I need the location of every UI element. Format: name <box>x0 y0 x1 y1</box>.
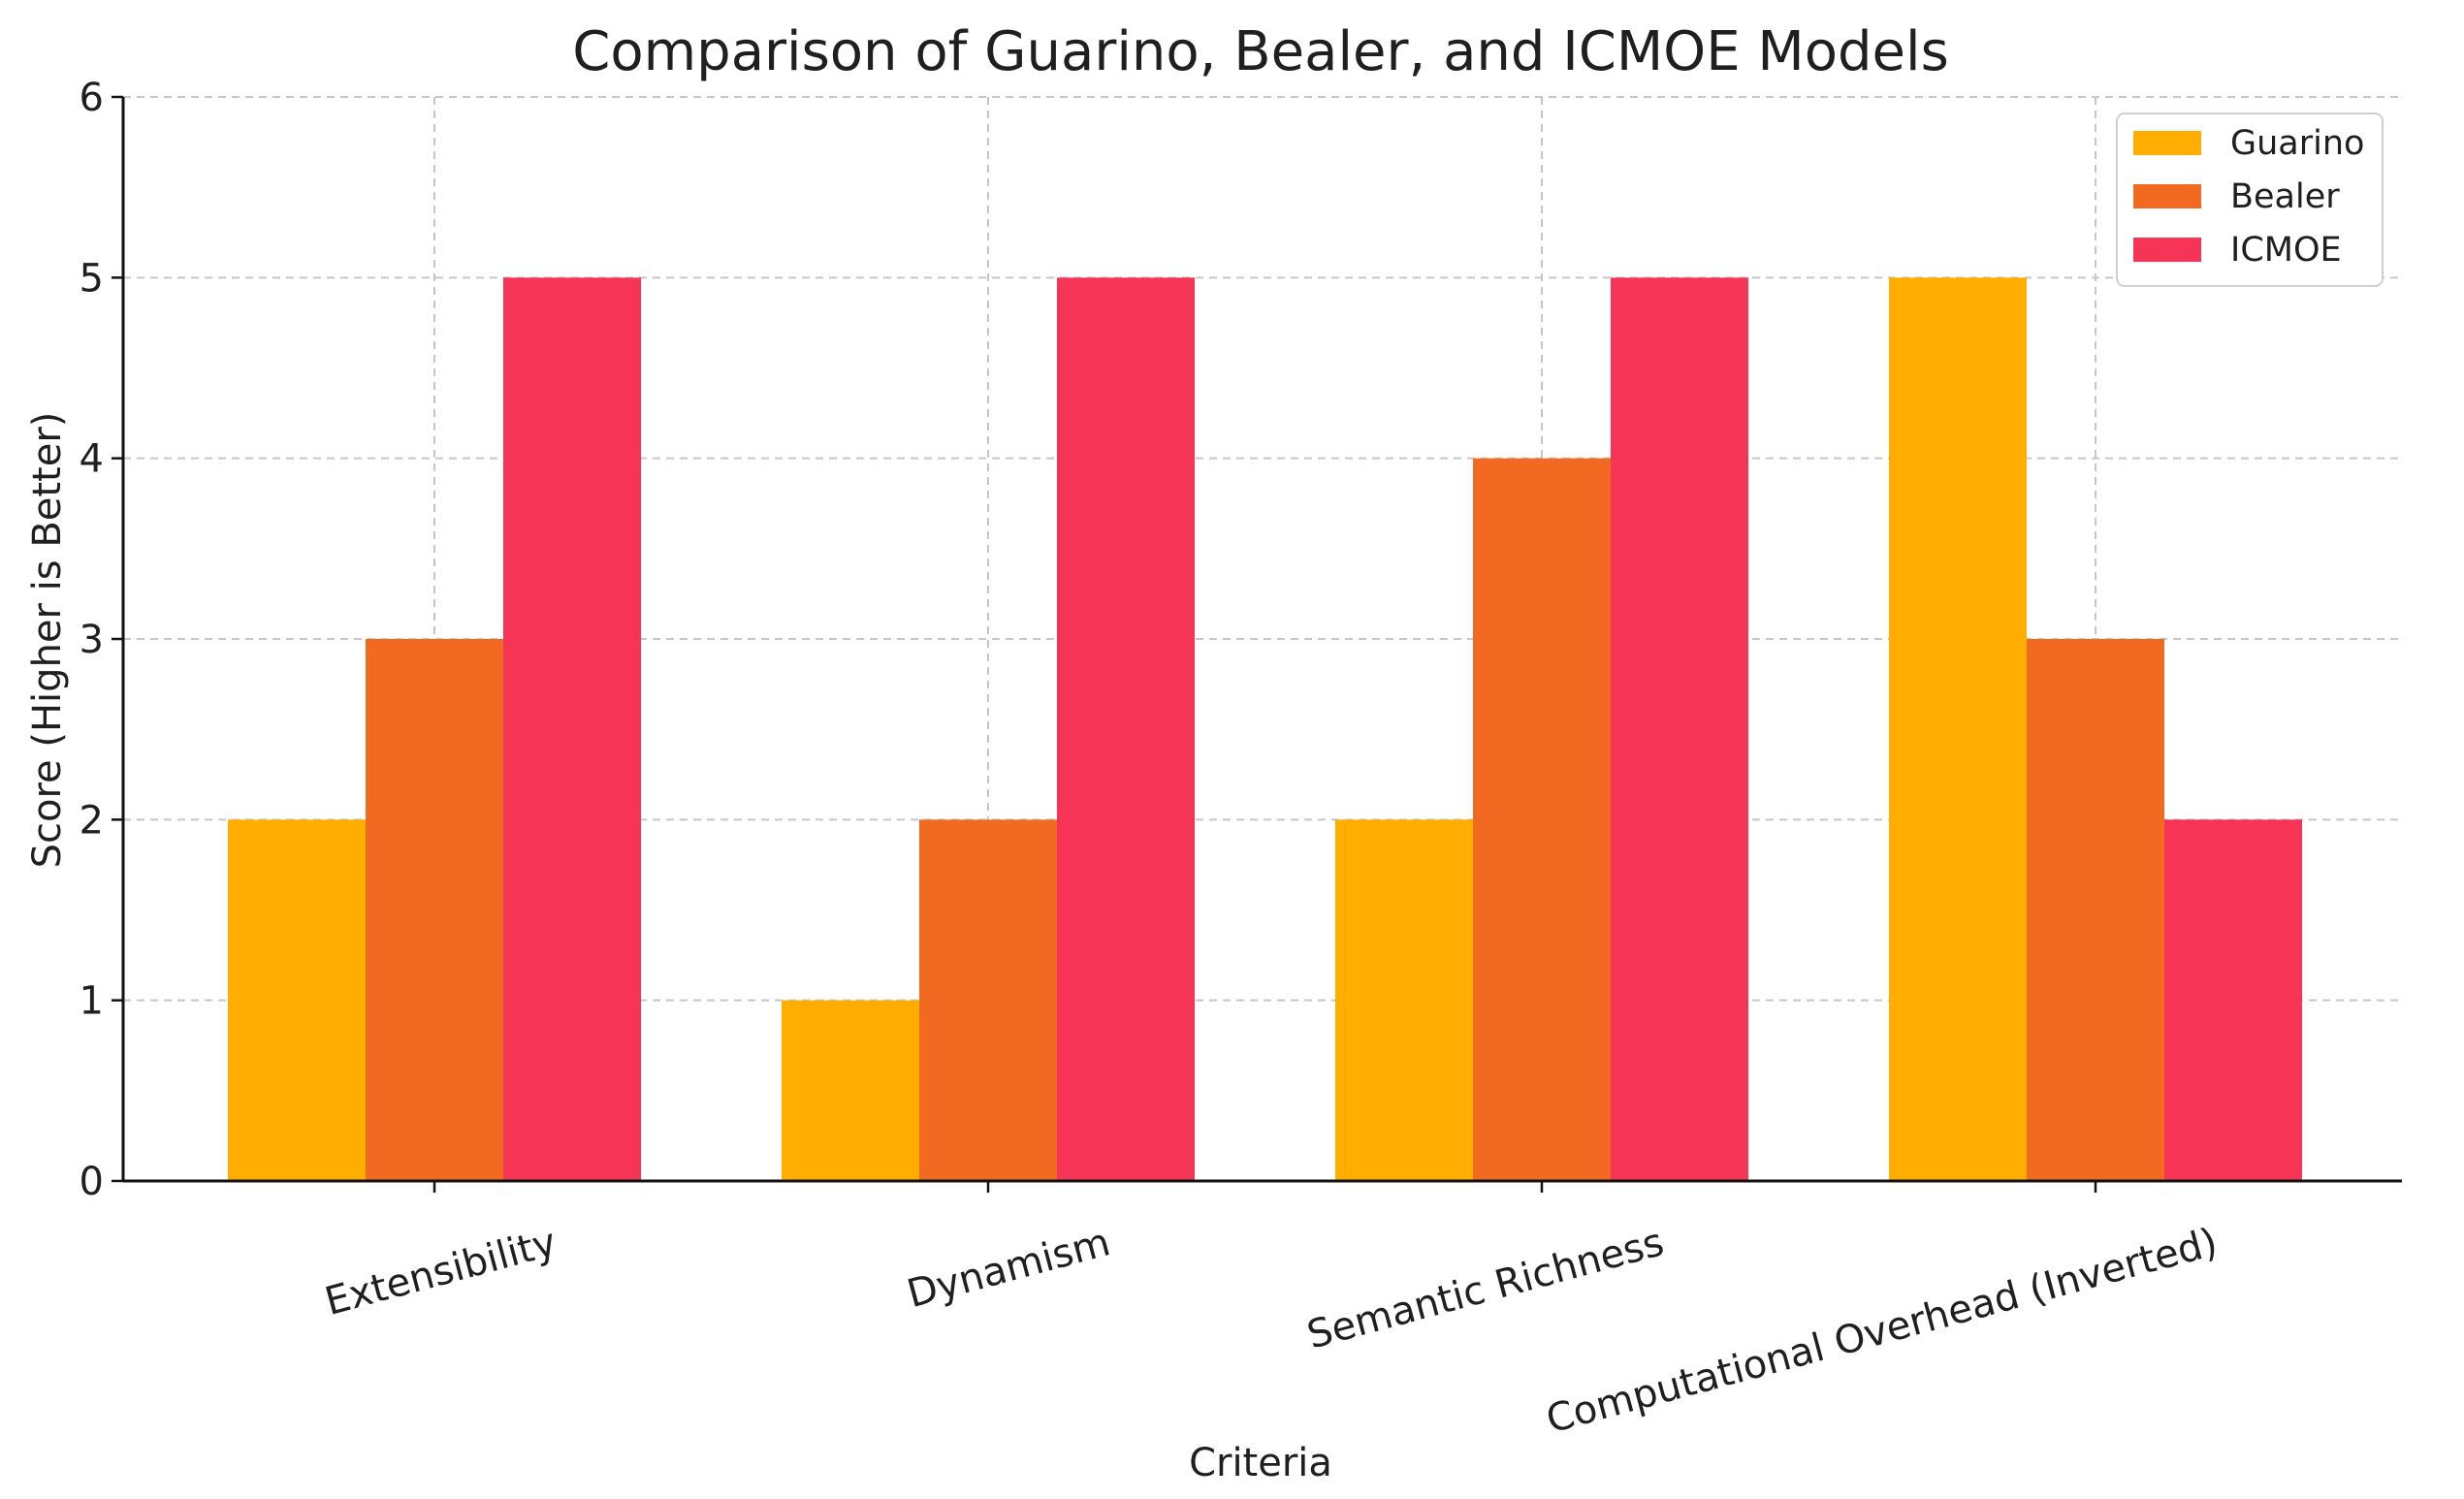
legend-swatch-guarino <box>2133 131 2201 155</box>
y-tick-label: 2 <box>80 798 104 843</box>
legend-swatch-icmoe <box>2133 238 2201 262</box>
bars-layer <box>228 277 2302 1182</box>
legend: Guarino Bealer ICMOE <box>2116 112 2384 287</box>
bar-icmoe <box>2164 819 2302 1181</box>
y-tick-label: 5 <box>80 256 104 301</box>
y-axis-label: Score (Higher is Better) <box>25 412 70 869</box>
bar-guarino <box>782 1000 919 1181</box>
bar-icmoe <box>503 277 641 1181</box>
legend-label-guarino: Guarino <box>2230 124 2364 163</box>
legend-label-icmoe: ICMOE <box>2230 231 2342 270</box>
legend-items: Guarino Bealer ICMOE <box>2133 124 2364 270</box>
y-tick-label: 1 <box>80 979 104 1024</box>
bar-icmoe <box>1611 277 1748 1181</box>
bar-guarino <box>228 819 366 1181</box>
legend-swatch-bealer <box>2133 184 2201 208</box>
y-tick-label: 4 <box>80 437 104 482</box>
bar-bealer <box>2027 639 2164 1181</box>
bar-bealer <box>919 819 1057 1181</box>
bar-bealer <box>1473 458 1611 1182</box>
x-axis-label: Criteria <box>1189 1441 1332 1485</box>
legend-label-bealer: Bealer <box>2230 177 2340 216</box>
y-tick-label: 6 <box>80 76 104 120</box>
bar-icmoe <box>1057 277 1195 1181</box>
y-tick-label: 0 <box>80 1160 104 1204</box>
bar-bealer <box>366 639 503 1181</box>
chart-title: Comparison of Guarino, Bealer, and ICMOE… <box>572 20 1949 83</box>
bar-guarino <box>1889 277 2027 1181</box>
y-tick-label: 3 <box>80 618 104 662</box>
bar-guarino <box>1335 819 1473 1181</box>
